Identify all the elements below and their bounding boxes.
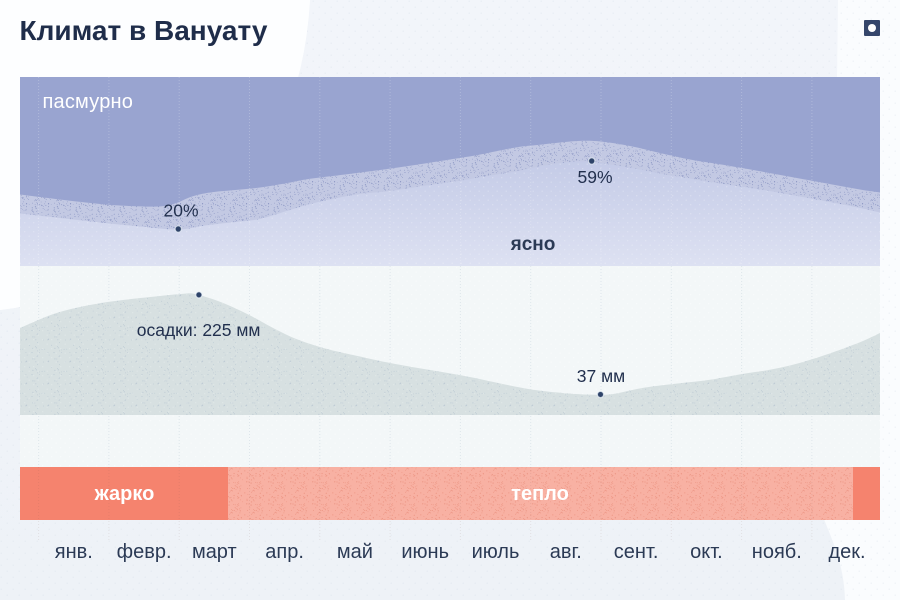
svg-text:пасмурно: пасмурно: [43, 91, 134, 113]
svg-text:июль: июль: [472, 541, 520, 563]
svg-text:Климат в Вануату: Климат в Вануату: [20, 15, 268, 46]
svg-text:авг.: авг.: [550, 541, 582, 563]
svg-text:нояб.: нояб.: [752, 541, 802, 563]
svg-text:янв.: янв.: [55, 541, 93, 563]
svg-text:59%: 59%: [577, 167, 612, 187]
svg-text:ясно: ясно: [510, 234, 556, 255]
svg-text:окт.: окт.: [690, 541, 723, 563]
svg-text:тепло: тепло: [511, 483, 569, 505]
svg-text:сент.: сент.: [614, 541, 659, 563]
svg-text:37 мм: 37 мм: [577, 366, 625, 386]
svg-text:май: май: [337, 541, 373, 563]
svg-text:июнь: июнь: [401, 541, 449, 563]
svg-text:осадки: 225 мм: осадки: 225 мм: [137, 320, 261, 340]
svg-text:апр.: апр.: [265, 541, 304, 563]
svg-text:февр.: февр.: [117, 541, 172, 563]
svg-text:март: март: [192, 541, 237, 563]
svg-text:20%: 20%: [163, 201, 198, 221]
svg-text:дек.: дек.: [828, 541, 865, 563]
svg-text:жарко: жарко: [94, 483, 155, 505]
